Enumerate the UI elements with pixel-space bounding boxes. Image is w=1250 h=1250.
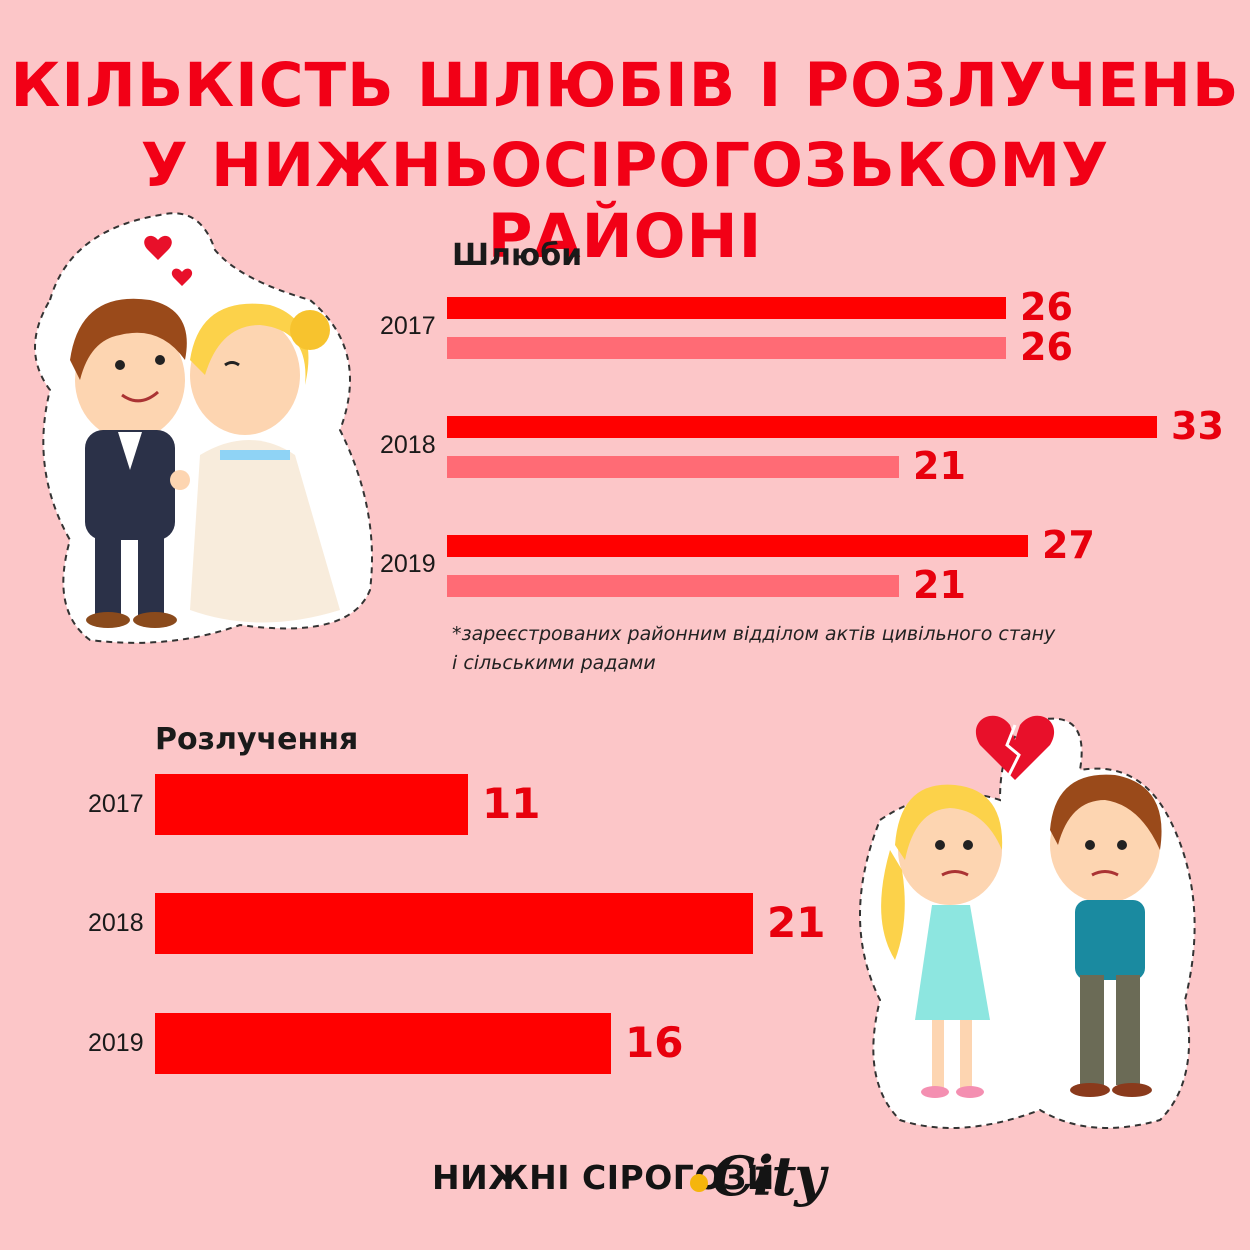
divorce-value-2018: 21 xyxy=(767,898,826,947)
divorce-bar-2018 xyxy=(155,893,753,954)
title-line-1: КІЛЬКІСТЬ ШЛЮБІВ І РОЗЛУЧЕНЬ xyxy=(10,50,1240,121)
year-label-2018: 2018 xyxy=(380,431,436,459)
logo-city: City xyxy=(712,1144,826,1208)
footnote-line-1: *зареєстрованих районним відділом актів … xyxy=(452,623,1056,645)
marriage-value-2018-1: 33 xyxy=(1171,404,1224,448)
logo-text: НИЖНІ СІРОГОЗИ xyxy=(432,1158,775,1197)
marriage-bar-2018-2 xyxy=(447,456,899,478)
wedding-couple-illustration xyxy=(34,212,373,644)
marriage-value-2017-1: 26 xyxy=(1020,285,1073,329)
divorce-value-2017: 11 xyxy=(482,779,541,828)
divorce-bar-2017 xyxy=(155,774,468,835)
marriage-bar-2018-1 xyxy=(447,416,1157,438)
divorce-year-label-2019: 2019 xyxy=(88,1029,144,1057)
divorce-value-2019: 16 xyxy=(625,1018,684,1067)
logo-dot xyxy=(690,1174,708,1192)
marriage-bar-2017-1 xyxy=(447,297,1006,319)
year-label-2019: 2019 xyxy=(380,550,436,578)
marriage-bar-2017-2 xyxy=(447,337,1006,359)
footnote: *зареєстрованих районним відділом актів … xyxy=(452,620,1055,678)
divorce-bar-2019 xyxy=(155,1013,611,1074)
year-label-2017: 2017 xyxy=(380,312,436,340)
marriages-label: Шлюби xyxy=(452,238,583,273)
marriage-value-2019-1: 27 xyxy=(1042,523,1095,567)
title-line-2: У НИЖНЬОСІРОГОЗЬКОМУ РАЙОНІ xyxy=(140,130,1110,272)
marriage-value-2018-2: 21 xyxy=(913,444,966,488)
marriage-bar-2019-2 xyxy=(447,575,899,597)
divorce-kids-illustration xyxy=(859,715,1196,1129)
divorce-year-label-2017: 2017 xyxy=(88,790,144,818)
divorce-year-label-2018: 2018 xyxy=(88,909,144,937)
logo: НИЖНІ СІРОГОЗИ City xyxy=(0,1144,1250,1210)
marriage-bar-2019-1 xyxy=(447,535,1028,557)
footnote-line-2: і сільськими радами xyxy=(452,652,656,674)
marriage-value-2017-2: 26 xyxy=(1020,325,1073,369)
divorces-label: Розлучення xyxy=(155,722,359,757)
marriage-value-2019-2: 21 xyxy=(913,563,966,607)
